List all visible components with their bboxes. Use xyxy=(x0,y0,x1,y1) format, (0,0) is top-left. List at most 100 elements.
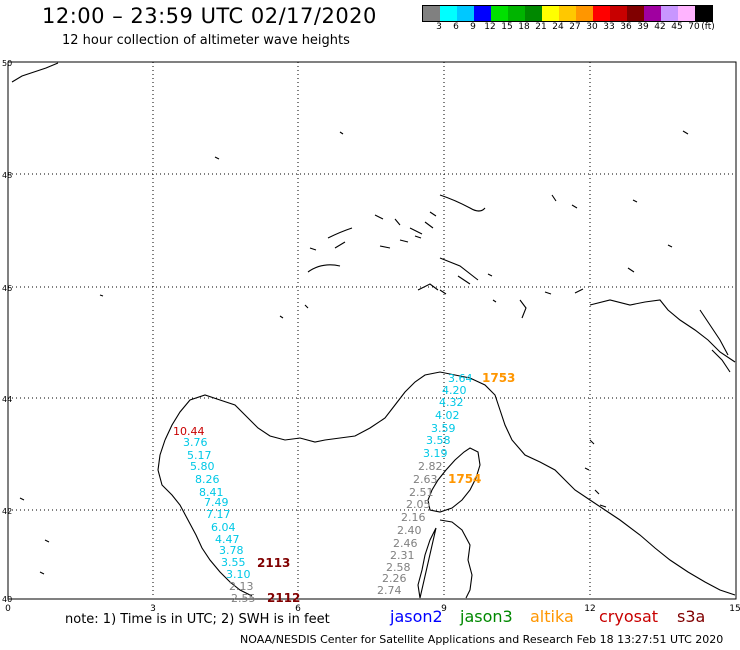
east-track: 3.644.204.324.023.593.583.192.822.632.51… xyxy=(377,372,473,597)
coastline-fragment xyxy=(682,130,689,135)
credit-line: NOAA/NESDIS Center for Satellite Applica… xyxy=(240,633,724,646)
east-track-value: 3.19 xyxy=(423,447,448,460)
east-track-value: 2.16 xyxy=(401,511,426,524)
west-track-value: 5.17 xyxy=(187,449,212,462)
y-axis-label: 50 xyxy=(2,59,12,68)
east-track-value: 2.74 xyxy=(377,584,402,597)
scale-label: 27 xyxy=(569,22,581,32)
scale-unit: (ft) xyxy=(701,22,715,32)
scale-swatch xyxy=(678,6,695,21)
scale-swatch xyxy=(474,6,491,21)
east-track-value: 2.31 xyxy=(390,549,415,562)
east-track-value: 2.58 xyxy=(386,561,411,574)
coastline-fragment xyxy=(99,273,497,319)
west-track-value: 10.44 xyxy=(173,425,205,438)
west-track-value: 5.80 xyxy=(190,460,215,473)
west-track-value: 8.26 xyxy=(195,473,220,486)
scale-swatch xyxy=(542,6,559,21)
west-track-value: 3.10 xyxy=(226,568,251,581)
coastline-italy xyxy=(589,299,736,363)
coastline-corsica xyxy=(427,447,481,513)
east-track-value: 3.58 xyxy=(426,434,451,447)
coastline-fragment xyxy=(307,264,341,273)
coastline xyxy=(11,62,736,599)
west-track-value: 2.13 xyxy=(229,580,254,593)
scale-swatch xyxy=(423,6,440,21)
west-track-value: 8.41 xyxy=(199,486,224,499)
scale-swatch xyxy=(644,6,661,21)
scale-label: 30 xyxy=(586,22,598,32)
coastline-sardinia xyxy=(417,519,473,599)
west-track-value: 3.78 xyxy=(219,544,244,557)
x-axis-label: 12 xyxy=(584,604,595,614)
footer-note: note: 1) Time is in UTC; 2) SWH is in fe… xyxy=(65,612,330,627)
scale-label: 18 xyxy=(518,22,530,32)
east-track-value: 3.64 xyxy=(448,372,473,385)
east-track-time-b: 1754 xyxy=(448,472,481,486)
scale-swatch xyxy=(695,6,712,21)
map-frame xyxy=(7,61,737,600)
east-track-value: 2.63 xyxy=(413,473,438,486)
west-track-value: 3.76 xyxy=(183,436,208,449)
legend-s3a: s3a xyxy=(677,607,706,626)
east-track-value: 2.51 xyxy=(409,486,434,499)
coastline-fragment xyxy=(417,283,447,295)
legend-altika: altika xyxy=(530,607,574,626)
y-axis-label: 44 xyxy=(2,395,12,404)
coastline-fragment xyxy=(214,156,220,160)
east-track-value: 2.26 xyxy=(382,572,407,585)
coastline-fragment xyxy=(19,497,50,575)
x-axis-label: 3 xyxy=(150,604,156,614)
scale-label: 42 xyxy=(654,22,666,32)
scale-label: 9 xyxy=(470,22,476,32)
coastline-fragment xyxy=(439,257,479,285)
scale-label: 24 xyxy=(552,22,564,32)
x-axis-labels: 0 3 6 9 12 15 xyxy=(5,604,740,614)
y-axis-label: 40 xyxy=(2,595,12,604)
scale-swatch xyxy=(593,6,610,21)
y-axis-label: 42 xyxy=(2,507,12,516)
scale-swatch xyxy=(491,6,508,21)
scale-label: 15 xyxy=(501,22,513,32)
east-track-value: 4.20 xyxy=(442,384,467,397)
east-track-value: 4.02 xyxy=(435,409,460,422)
scale-label: 3 xyxy=(436,22,442,32)
lat-lon-grid xyxy=(8,62,736,598)
x-axis-label: 15 xyxy=(729,604,740,614)
scale-label: 45 xyxy=(671,22,683,32)
scale-swatch xyxy=(627,6,644,21)
west-track-value: 3.55 xyxy=(221,556,246,569)
coastline-fragment xyxy=(519,194,673,319)
coastline-fragment xyxy=(439,194,486,212)
west-track-value: 6.04 xyxy=(211,521,236,534)
color-scale xyxy=(422,5,713,22)
east-track-value: 2.82 xyxy=(418,460,443,473)
scale-swatch xyxy=(610,6,627,21)
map-subtitle: 12 hour collection of altimeter wave hei… xyxy=(62,33,350,48)
coastline-adriatic xyxy=(699,309,731,373)
legend-jason2: jason2 xyxy=(390,607,443,626)
scale-swatch xyxy=(576,6,593,21)
scale-label: 6 xyxy=(453,22,459,32)
scale-swatch xyxy=(661,6,678,21)
y-axis-label: 46 xyxy=(2,284,12,293)
color-scale-labels: 3 6 9 12 15 18 21 24 27 30 33 36 39 42 45 70 (ft) xyxy=(422,22,740,34)
coastline-fragment xyxy=(374,211,437,235)
coastline-cornwall xyxy=(11,62,59,83)
coastline-iberia xyxy=(157,439,253,597)
scale-swatch xyxy=(559,6,576,21)
scale-label: 12 xyxy=(484,22,496,32)
west-track-time-b: 2112 xyxy=(267,591,300,605)
scale-swatch xyxy=(525,6,542,21)
x-axis-label: 6 xyxy=(295,604,301,614)
west-track-time: 2113 xyxy=(257,556,290,570)
east-track-time-a: 1753 xyxy=(482,371,515,385)
x-axis-label: 9 xyxy=(441,604,447,614)
east-track-value: 2.05 xyxy=(406,498,431,511)
scale-swatch xyxy=(457,6,474,21)
west-track-value: 4.47 xyxy=(215,533,240,546)
coastline-fragment xyxy=(379,235,422,249)
scale-label: 36 xyxy=(620,22,632,32)
coastline-fragment xyxy=(584,439,607,508)
